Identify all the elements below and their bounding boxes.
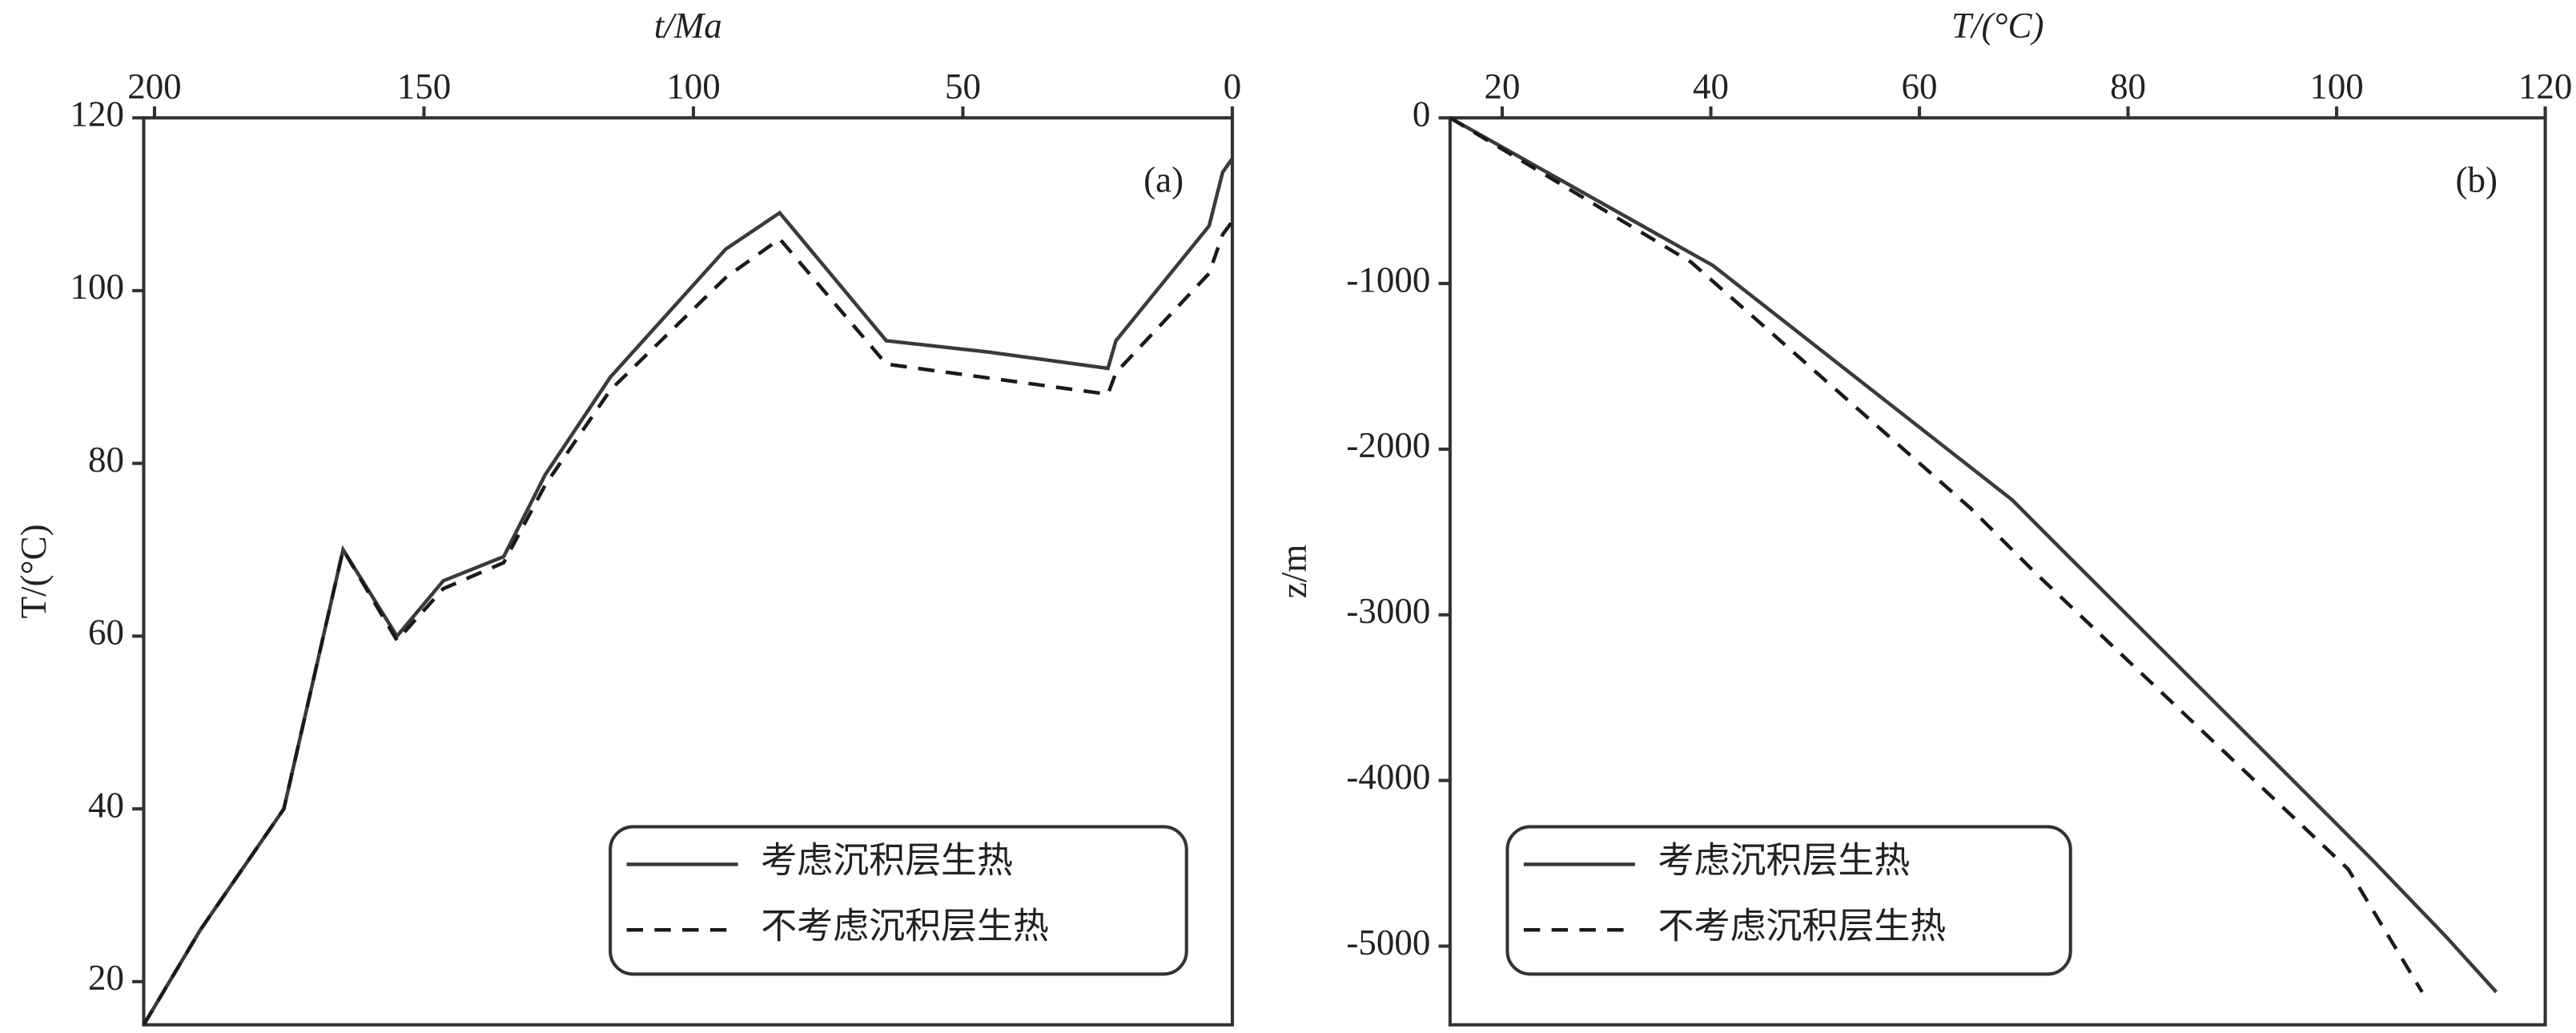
- legend-label: 考虑沉积层生热: [761, 841, 1013, 881]
- x-tick-label: 100: [2309, 66, 2363, 107]
- x-axis-label: T/(°C): [1951, 6, 2044, 46]
- y-tick-label: 0: [1413, 94, 1430, 135]
- legend-label: 不考虑沉积层生热: [1658, 906, 1947, 947]
- legend-label: 考虑沉积层生热: [1658, 841, 1911, 881]
- y-tick-label: 60: [88, 613, 124, 653]
- panel-label: (b): [2455, 159, 2497, 199]
- panel-label: (a): [1143, 159, 1184, 199]
- plot-frame: [1448, 116, 2547, 1027]
- y-axis-label: z/m: [1274, 545, 1314, 598]
- y-tick-label: -4000: [1346, 757, 1430, 797]
- y-tick-label: -3000: [1346, 591, 1430, 631]
- y-tick-label: 40: [88, 785, 124, 825]
- x-tick-label: 120: [2518, 66, 2572, 107]
- x-tick-label: 20: [1485, 66, 1521, 107]
- x-tick-label: 60: [1902, 66, 1938, 107]
- x-tick-label: 0: [1224, 66, 1241, 107]
- series-line: [1449, 116, 2498, 994]
- x-tick-label: 50: [945, 66, 981, 107]
- plot-frame: [142, 116, 1235, 1027]
- x-tick-label: 200: [127, 66, 181, 107]
- series-line: [1449, 116, 2424, 994]
- legend-box: [609, 825, 1188, 976]
- y-tick-label: 20: [88, 958, 124, 998]
- y-tick-label: 100: [70, 267, 123, 307]
- y-tick-label: -2000: [1346, 425, 1430, 465]
- y-tick-label: -5000: [1346, 922, 1430, 963]
- x-tick-label: 40: [1693, 66, 1729, 107]
- y-tick-label: 80: [88, 440, 124, 480]
- y-axis-label: T/(°C): [14, 525, 54, 619]
- series-line: [142, 220, 1234, 1026]
- legend-box: [1505, 825, 2072, 976]
- x-axis-label: t/Ma: [654, 6, 722, 46]
- x-tick-label: 100: [666, 66, 720, 107]
- y-tick-label: -1000: [1346, 259, 1430, 299]
- x-tick-label: 150: [397, 66, 451, 107]
- legend-label: 不考虑沉积层生热: [761, 906, 1049, 947]
- y-tick-label: 120: [70, 94, 123, 135]
- x-tick-label: 80: [2110, 66, 2146, 107]
